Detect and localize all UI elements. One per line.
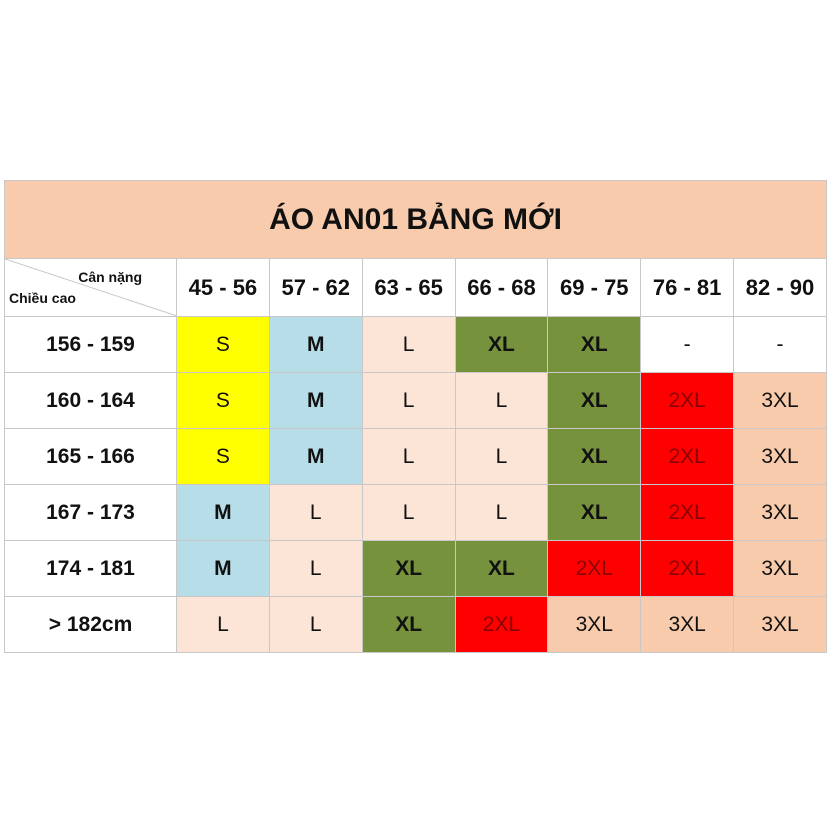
weight-range: 69 - 75 bbox=[547, 258, 642, 317]
size-cell: XL bbox=[547, 484, 642, 541]
weight-range: 66 - 68 bbox=[454, 258, 549, 317]
size-cell: L bbox=[454, 428, 549, 485]
size-row: 165 - 166 S M L L XL 2XL 3XL bbox=[4, 428, 827, 485]
height-range: > 182cm bbox=[4, 596, 177, 653]
height-range: 160 - 164 bbox=[4, 372, 177, 429]
size-cell: 2XL bbox=[640, 428, 735, 485]
size-cell: 3XL bbox=[547, 596, 642, 653]
size-cell: 2XL bbox=[547, 540, 642, 597]
size-cell: L bbox=[361, 428, 456, 485]
size-cell: L bbox=[454, 372, 549, 429]
size-cell: M bbox=[268, 372, 363, 429]
size-cell: M bbox=[268, 316, 363, 373]
size-cell: 2XL bbox=[640, 372, 735, 429]
size-cell: M bbox=[176, 540, 270, 597]
size-row: 167 - 173 M L L L XL 2XL 3XL bbox=[4, 484, 827, 541]
size-cell: - bbox=[640, 316, 735, 373]
size-cell: 3XL bbox=[733, 372, 827, 429]
weight-range: 57 - 62 bbox=[268, 258, 363, 317]
size-cell: S bbox=[176, 428, 270, 485]
size-cell: 3XL bbox=[733, 596, 827, 653]
size-cell: 3XL bbox=[733, 484, 827, 541]
size-cell: XL bbox=[454, 540, 549, 597]
size-cell: L bbox=[268, 484, 363, 541]
weight-label: Cân nặng bbox=[78, 269, 142, 285]
size-row: 174 - 181 M L XL XL 2XL 2XL 3XL bbox=[4, 540, 827, 597]
height-range: 165 - 166 bbox=[4, 428, 177, 485]
size-row: 156 - 159 S M L XL XL - - bbox=[4, 316, 827, 373]
size-cell: L bbox=[176, 596, 270, 653]
size-cell: 2XL bbox=[454, 596, 549, 653]
diagonal bbox=[5, 259, 176, 316]
size-cell: XL bbox=[547, 428, 642, 485]
weight-range: 63 - 65 bbox=[361, 258, 456, 317]
size-cell: L bbox=[268, 596, 363, 653]
size-cell: XL bbox=[361, 540, 456, 597]
corner-cell: Cân nặng Chiều cao bbox=[4, 258, 177, 317]
table-title: ÁO AN01 BẢNG MỚI bbox=[4, 180, 827, 259]
size-cell: L bbox=[361, 316, 456, 373]
size-table: ÁO AN01 BẢNG MỚI Cân nặng Chiều cao 45 -… bbox=[4, 180, 827, 653]
weight-range: 45 - 56 bbox=[176, 258, 270, 317]
size-cell: L bbox=[361, 372, 456, 429]
size-cell: 2XL bbox=[640, 484, 735, 541]
size-cell: L bbox=[454, 484, 549, 541]
size-cell: XL bbox=[454, 316, 549, 373]
size-cell: S bbox=[176, 316, 270, 373]
size-row: > 182cm L L XL 2XL 3XL 3XL 3XL bbox=[4, 596, 827, 653]
height-range: 167 - 173 bbox=[4, 484, 177, 541]
weight-range: 76 - 81 bbox=[640, 258, 735, 317]
height-range: 174 - 181 bbox=[4, 540, 177, 597]
size-cell: 3XL bbox=[640, 596, 735, 653]
height-range: 156 - 159 bbox=[4, 316, 177, 373]
size-cell: XL bbox=[547, 372, 642, 429]
size-row: 160 - 164 S M L L XL 2XL 3XL bbox=[4, 372, 827, 429]
weight-range: 82 - 90 bbox=[733, 258, 827, 317]
size-cell: 3XL bbox=[733, 428, 827, 485]
size-cell: L bbox=[268, 540, 363, 597]
size-cell: 3XL bbox=[733, 540, 827, 597]
size-cell: M bbox=[176, 484, 270, 541]
size-cell: M bbox=[268, 428, 363, 485]
height-label: Chiều cao bbox=[9, 290, 76, 306]
size-cell: L bbox=[361, 484, 456, 541]
size-cell: 2XL bbox=[640, 540, 735, 597]
size-cell: - bbox=[733, 316, 827, 373]
size-cell: XL bbox=[361, 596, 456, 653]
size-cell: S bbox=[176, 372, 270, 429]
size-cell: XL bbox=[547, 316, 642, 373]
